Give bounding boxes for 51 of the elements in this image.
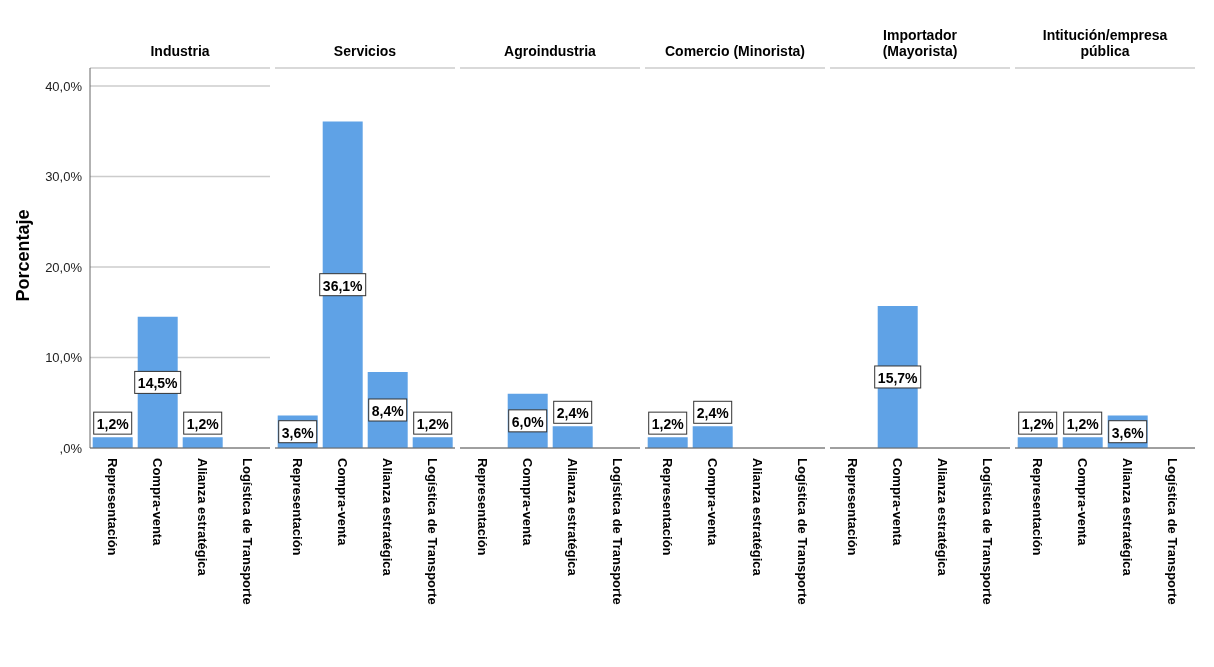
chart-title: Intitución/empresa pública bbox=[1041, 27, 1169, 61]
x-tick-label: Alianza estratégica bbox=[935, 458, 950, 577]
x-tick-label: Logística de Transporte bbox=[980, 458, 995, 605]
x-tick-label: Representación bbox=[475, 458, 490, 556]
x-tick-label: Alianza estratégica bbox=[380, 458, 395, 577]
data-label: 1,2% bbox=[1021, 416, 1055, 433]
chart-title: Importador (Mayorista) bbox=[881, 27, 959, 61]
y-tick-label: 20,0% bbox=[45, 259, 83, 275]
data-label: 1,2% bbox=[186, 416, 220, 433]
y-tick-label: 40,0% bbox=[45, 78, 83, 94]
data-label: 1,2% bbox=[651, 416, 685, 433]
chart-title: Industria bbox=[150, 43, 210, 61]
x-tick-label: Logística de Transporte bbox=[1165, 458, 1180, 605]
data-label: 15,7% bbox=[877, 369, 919, 386]
y-tick-label: 30,0% bbox=[45, 169, 83, 185]
data-label: 3,6% bbox=[1111, 424, 1145, 441]
x-tick-label: Compra-venta bbox=[335, 458, 350, 547]
x-tick-label: Alianza estratégica bbox=[750, 458, 765, 577]
x-tick-label: Logística de Transporte bbox=[795, 458, 810, 605]
data-label: 2,4% bbox=[696, 405, 730, 422]
x-tick-label: Representación bbox=[290, 458, 305, 556]
chart-title: Comercio (Minorista) bbox=[664, 43, 805, 61]
x-tick-label: Alianza estratégica bbox=[565, 458, 580, 577]
data-label: 1,2% bbox=[1066, 416, 1100, 433]
y-tick-label: 10,0% bbox=[45, 350, 83, 366]
chart-title: Servicios bbox=[333, 43, 397, 61]
x-tick-label: Alianza estratégica bbox=[1120, 458, 1135, 577]
data-label: 6,0% bbox=[511, 413, 545, 430]
data-label: 14,5% bbox=[137, 375, 179, 392]
x-tick-label: Logística de Transporte bbox=[240, 458, 255, 605]
x-tick-label: Compra-venta bbox=[705, 458, 720, 547]
x-tick-label: Representación bbox=[105, 458, 120, 556]
data-label: 1,2% bbox=[96, 416, 130, 433]
x-tick-label: Alianza estratégica bbox=[195, 458, 210, 577]
data-label: 36,1% bbox=[322, 277, 364, 294]
y-axis-title: Porcentaje bbox=[12, 209, 34, 302]
x-tick-label: Compra-venta bbox=[890, 458, 905, 547]
data-label: 3,6% bbox=[281, 424, 315, 441]
x-tick-label: Logística de Transporte bbox=[610, 458, 625, 605]
x-tick-label: Representación bbox=[845, 458, 860, 556]
x-tick-label: Compra-venta bbox=[1075, 458, 1090, 547]
data-label: 8,4% bbox=[371, 403, 405, 419]
data-label: 2,4% bbox=[556, 405, 590, 422]
data-label: 1,2% bbox=[416, 416, 450, 433]
x-tick-label: Representación bbox=[660, 458, 675, 556]
chart-title: Agroindustria bbox=[504, 43, 596, 61]
x-tick-label: Compra-venta bbox=[150, 458, 165, 547]
y-tick-label: ,0% bbox=[59, 440, 83, 456]
x-tick-label: Representación bbox=[1030, 458, 1045, 556]
x-tick-label: Logística de Transporte bbox=[425, 458, 440, 605]
x-tick-label: Compra-venta bbox=[520, 458, 535, 547]
